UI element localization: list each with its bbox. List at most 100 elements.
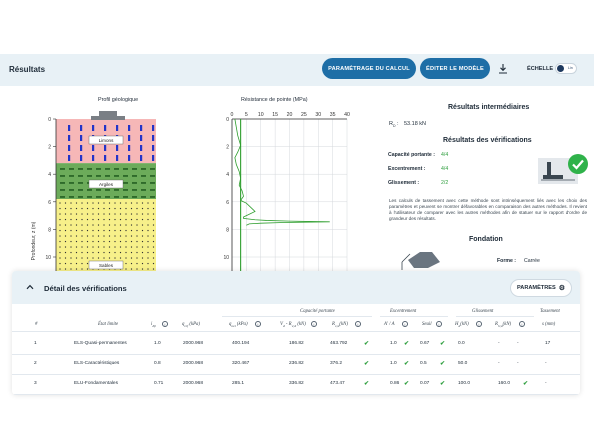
argiles-mark <box>150 175 155 177</box>
chevron-up-icon[interactable] <box>25 282 35 292</box>
sables-mark <box>86 251 89 254</box>
info-icon[interactable]: i <box>476 321 482 327</box>
sables-mark <box>92 229 94 232</box>
sables-mark <box>108 246 111 248</box>
limons-mark <box>152 135 155 141</box>
results-header-bar <box>0 54 594 86</box>
info-icon[interactable]: i <box>311 321 317 327</box>
check-icon: ✔ <box>364 361 370 367</box>
sables-mark <box>125 246 127 248</box>
sables-mark <box>81 235 83 237</box>
download-icon[interactable] <box>497 63 509 75</box>
sables-mark <box>81 257 83 259</box>
cell-qnet: 285.1 <box>232 381 245 386</box>
info-icon[interactable]: i <box>255 321 261 327</box>
depth-tick-label: 6 <box>48 200 51 206</box>
sables-mark <box>125 235 127 237</box>
sables-mark <box>125 251 127 254</box>
x-tick-label: 20 <box>287 112 293 118</box>
sables-mark <box>136 251 138 254</box>
sables-mark <box>141 218 144 221</box>
sables-mark <box>136 257 138 259</box>
details-panel-header[interactable] <box>12 271 580 304</box>
intermediate-results-title: Résultats intermédiaires <box>448 104 530 111</box>
cell-index: 1 <box>34 341 37 346</box>
sables-mark <box>119 207 122 210</box>
check-label-capacity: Capacité portante : <box>388 152 435 158</box>
sables-mark <box>141 240 144 243</box>
info-icon[interactable]: i <box>402 321 408 327</box>
sables-mark <box>114 224 116 226</box>
shape-label: Forme : <box>497 258 517 264</box>
depth-tick-label: 0 <box>48 117 51 123</box>
cell-threshold: 0.67 <box>420 341 430 346</box>
sables-mark <box>86 262 89 265</box>
depth-axis-label: Profondeur, z (m) <box>31 221 37 260</box>
sables-mark <box>136 207 138 210</box>
sables-mark <box>75 257 78 259</box>
sables-mark <box>81 229 83 232</box>
argiles-mark <box>60 182 65 184</box>
col-settlement: s (mm) <box>542 322 556 327</box>
cell-idb: 0.8 <box>154 361 161 366</box>
label-box-sables <box>88 260 124 270</box>
label-box-argiles <box>88 179 124 189</box>
sables-mark <box>75 246 78 248</box>
sables-mark <box>64 218 67 221</box>
sables-mark <box>81 218 83 221</box>
sables-mark <box>108 207 111 210</box>
sables-mark <box>64 213 67 215</box>
edit-model-button[interactable]: ÉDITER LE MODÈLE <box>420 58 490 79</box>
resistance-chart: 0 5 10 15 20 25 30 35 40 0 2 4 6 8 10 <box>223 112 350 277</box>
scale-toggle[interactable]: Lin <box>555 63 577 74</box>
sables-mark <box>75 224 78 226</box>
sables-mark <box>125 262 127 265</box>
argiles-mark <box>114 168 119 170</box>
argiles-mark <box>69 182 74 184</box>
parameters-button[interactable]: PARAMÈTRES ⚙ <box>510 279 572 297</box>
calc-settings-button[interactable]: PARAMÉTRAGE DU CALCUL <box>322 58 416 79</box>
cell-limit-state: ELS-Caractéristiques <box>74 361 120 366</box>
sables-mark <box>86 268 89 270</box>
info-icon[interactable]: i <box>519 321 525 327</box>
sables-mark <box>81 246 83 248</box>
argiles-mark <box>141 182 146 184</box>
sables-mark <box>108 240 111 243</box>
sables-mark <box>147 257 149 259</box>
sables-mark <box>147 229 149 232</box>
sables-mark <box>103 213 105 215</box>
sables-mark <box>141 202 144 204</box>
y-tick-label: 8 <box>226 227 229 233</box>
sables-mark <box>108 251 111 254</box>
sables-mark <box>141 207 144 210</box>
sables-mark <box>130 246 133 248</box>
sables-mark <box>103 229 105 232</box>
sables-mark <box>108 224 111 226</box>
group-eccentric: Excentrement <box>390 309 417 314</box>
sables-mark <box>152 235 155 237</box>
sables-mark <box>125 202 127 204</box>
group-line-capacity <box>222 316 372 317</box>
label-box-limons <box>88 135 124 145</box>
details-title: Détail des vérifications <box>44 284 127 293</box>
argiles-mark <box>123 189 128 191</box>
info-icon[interactable]: i <box>355 321 361 327</box>
y-tick-label: 6 <box>226 200 229 206</box>
sables-mark <box>64 235 67 237</box>
sables-mark <box>114 251 116 254</box>
argiles-mark <box>78 189 83 191</box>
sables-mark <box>108 257 111 259</box>
sables-mark <box>81 207 83 210</box>
sables-mark <box>103 235 105 237</box>
info-icon[interactable]: i <box>436 321 442 327</box>
sables-mark <box>81 251 83 254</box>
limons-mark <box>140 155 143 161</box>
sables-mark <box>92 257 94 259</box>
sables-mark <box>86 229 89 232</box>
sables-mark <box>86 240 89 243</box>
depth-tick-label: 4 <box>48 172 51 178</box>
sables-mark <box>103 246 105 248</box>
limons-mark <box>68 125 71 131</box>
info-icon[interactable]: i <box>162 321 168 327</box>
sables-mark <box>114 229 116 232</box>
